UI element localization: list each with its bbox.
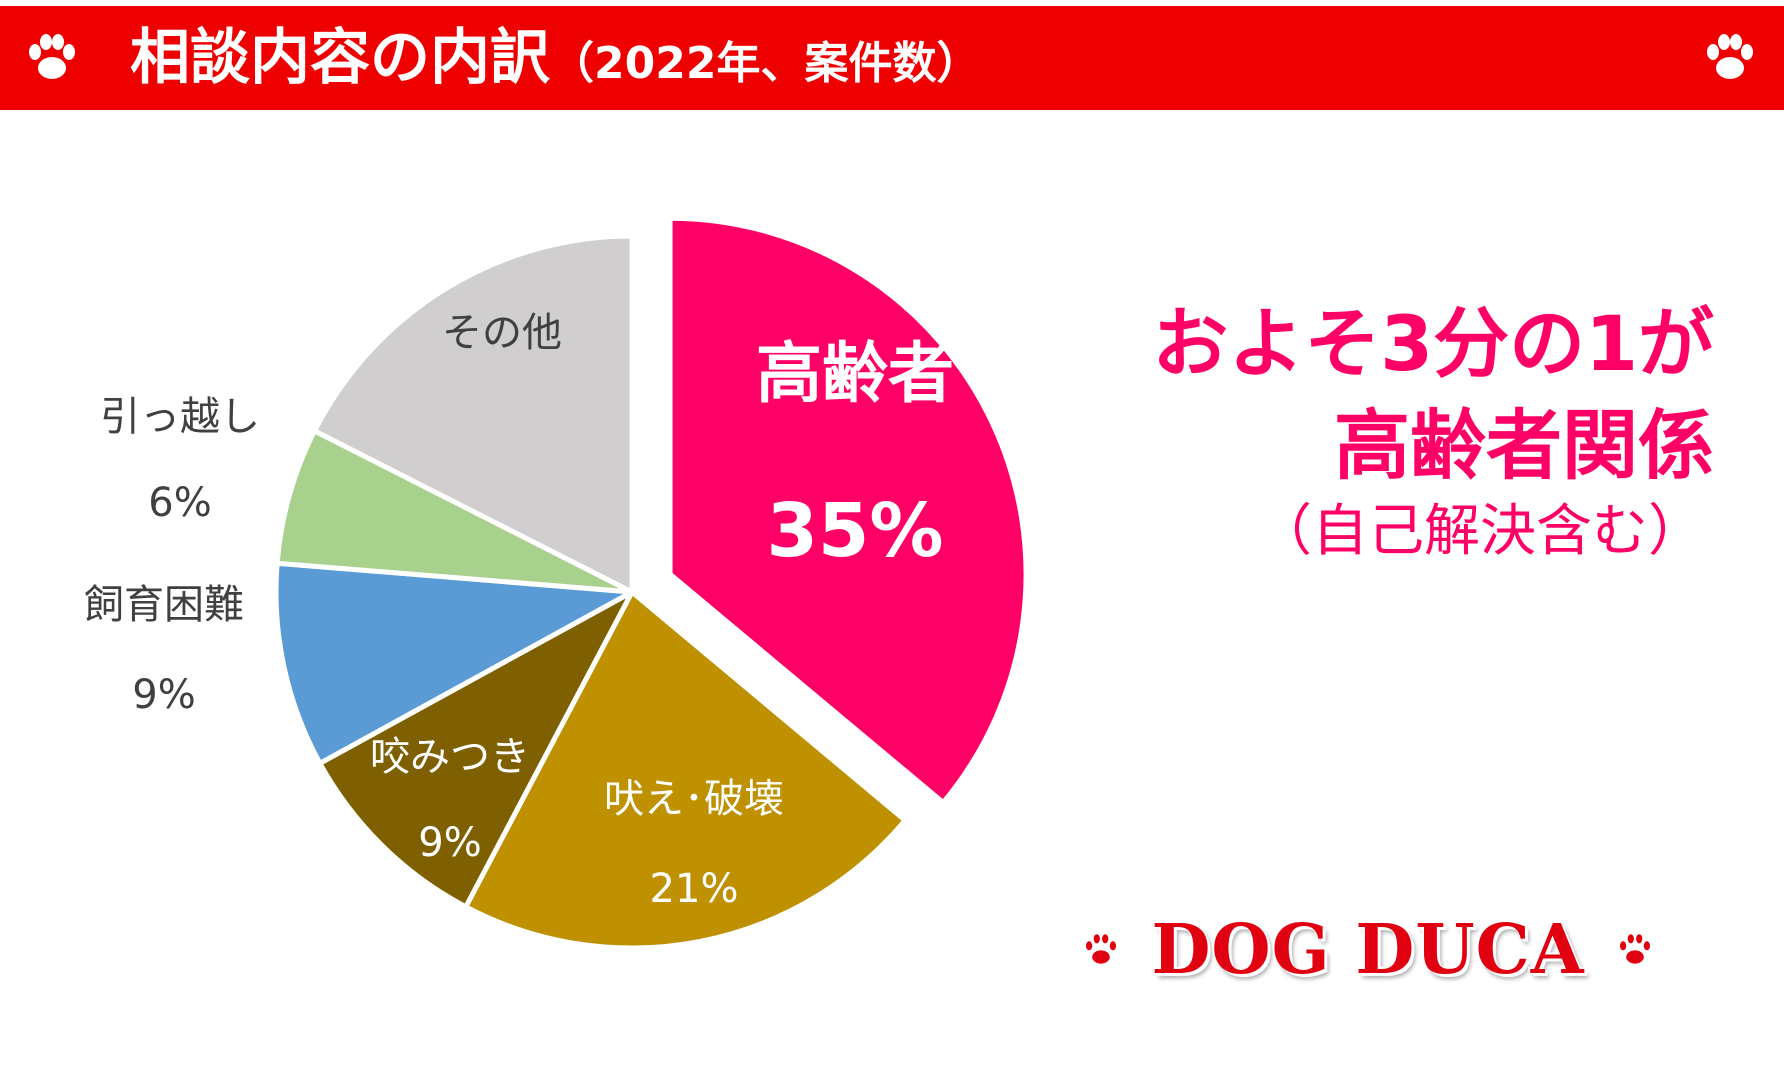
slice-biting-label: 咬みつき: [370, 734, 530, 780]
title-main: 相談内容の内訳: [130, 23, 550, 93]
slice-moving-value: 6%: [148, 480, 211, 526]
slice-elderly-value: 35%: [766, 488, 943, 574]
slice-barking-value: 21%: [650, 866, 739, 912]
slice-barking: [463, 589, 908, 951]
slice-difficulty: [273, 560, 635, 766]
callout-line-2: 高齢者関係: [1334, 401, 1714, 490]
slice-moving: [274, 428, 635, 595]
slice-other-label: その他: [442, 310, 562, 356]
slice-barking-label: 吠え･破壊: [604, 776, 784, 822]
slice-elderly-label: 高齢者: [756, 335, 954, 412]
callout-line-3: （自己解決含む）: [1256, 499, 1704, 564]
title-subtitle: （2022年、案件数）: [550, 38, 981, 89]
slice-elderly: [667, 215, 1029, 806]
slice-other: [312, 233, 635, 595]
slice-moving-label: 引っ越し: [100, 394, 260, 440]
logo-text: DOG DUCA: [1151, 910, 1585, 990]
header-bar: 相談内容の内訳（2022年、案件数）: [0, 6, 1784, 110]
slice-biting-value: 9%: [418, 820, 481, 866]
callout-line-1: およそ3分の1が: [1152, 299, 1714, 388]
paw-icon: [1083, 932, 1119, 966]
slice-difficulty-label: 飼育困難: [84, 582, 244, 628]
paw-icon: [1707, 34, 1753, 79]
slice-biting: [317, 589, 635, 910]
brand-logo: DOG DUCA: [1068, 905, 1668, 995]
paw-icon: [29, 34, 75, 79]
slice-difficulty-value: 9%: [132, 672, 195, 718]
paw-icon: [1617, 932, 1653, 966]
page-title: 相談内容の内訳（2022年、案件数）: [130, 6, 980, 110]
